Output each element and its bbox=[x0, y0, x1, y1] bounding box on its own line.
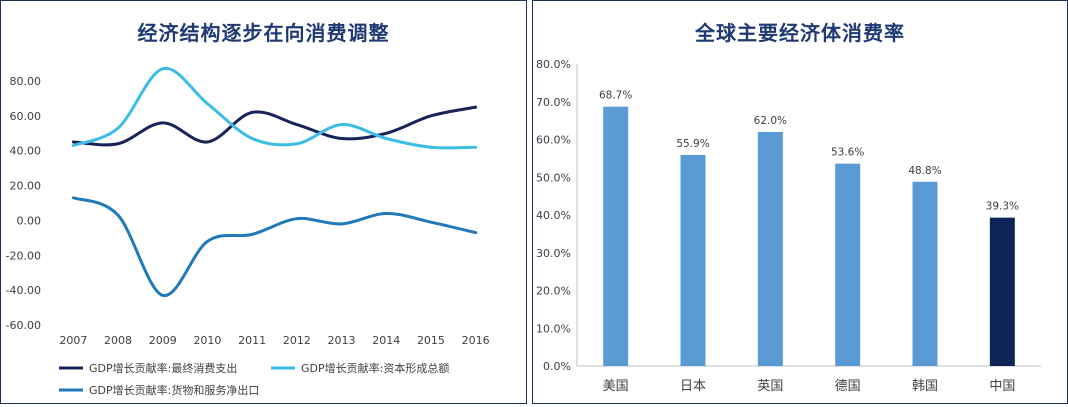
x-tick-label: 2010 bbox=[193, 334, 221, 347]
x-tick-label: 2009 bbox=[149, 334, 177, 347]
line-chart-title: 经济结构逐步在向消费调整 bbox=[137, 21, 390, 45]
x-tick-label: 2013 bbox=[328, 334, 356, 347]
y-tick-label: 40.0% bbox=[536, 209, 571, 222]
y-tick-label: 40.00 bbox=[10, 145, 42, 158]
legend-label: GDP增长贡献率:最终消费支出 bbox=[89, 361, 237, 375]
legend-item-2: GDP增长贡献率:资本形成总额 bbox=[271, 361, 449, 375]
data-label: 68.7% bbox=[599, 90, 632, 102]
legend-label: GDP增长贡献率:资本形成总额 bbox=[301, 361, 449, 375]
y-tick-label: 80.0% bbox=[536, 58, 571, 71]
x-tick-label: 2016 bbox=[462, 334, 490, 347]
y-tick-label: 10.0% bbox=[536, 322, 571, 335]
line-chart-panel: 经济结构逐步在向消费调整 80.00 60.00 40.00 20.00 0.00 -20… bbox=[0, 0, 527, 404]
category-label: 中国 bbox=[989, 379, 1015, 394]
series-line-3 bbox=[71, 196, 478, 297]
y-tick-label: -60.00 bbox=[6, 319, 41, 332]
legend-item-3: GDP增长贡献率:货物和服务净出口 bbox=[59, 383, 259, 397]
bar-chart-panel: 全球主要经济体消费率 80.0% 70.0% 60.0% 50.0% 40.0% 30.0… bbox=[532, 0, 1068, 404]
y-tick-label: 20.00 bbox=[10, 180, 42, 193]
category-label: 德国 bbox=[835, 379, 861, 394]
data-label: 55.9% bbox=[676, 138, 709, 150]
bar bbox=[757, 131, 783, 366]
bar-chart-title: 全球主要经济体消费率 bbox=[695, 21, 905, 45]
series-line-1 bbox=[71, 105, 478, 147]
bar bbox=[680, 154, 706, 366]
y-tick-label: 60.00 bbox=[10, 110, 42, 123]
y-tick-label: -40.00 bbox=[6, 284, 41, 297]
bar bbox=[912, 181, 938, 366]
bar-chart: 80.0% 70.0% 60.0% 50.0% 40.0% 30.0% 20.0% 10.0%… bbox=[536, 58, 1041, 394]
y-tick-label: 30.0% bbox=[536, 247, 571, 260]
data-label: 53.6% bbox=[831, 147, 864, 159]
y-tick-label: 70.0% bbox=[536, 96, 571, 109]
bar bbox=[835, 163, 861, 366]
y-tick-label: 0.0% bbox=[543, 360, 571, 373]
y-tick-label: 20.0% bbox=[536, 285, 571, 298]
category-label: 美国 bbox=[603, 379, 629, 394]
x-tick-label: 2011 bbox=[238, 334, 266, 347]
category-label: 日本 bbox=[680, 379, 706, 394]
x-tick-label: 2014 bbox=[372, 334, 400, 347]
y-tick-label: 80.00 bbox=[10, 75, 42, 88]
y-tick-label: -20.00 bbox=[6, 249, 41, 262]
y-tick-label: 0.00 bbox=[17, 214, 42, 227]
legend-label: GDP增长贡献率:货物和服务净出口 bbox=[89, 383, 259, 397]
data-label: 39.3% bbox=[986, 201, 1019, 213]
x-tick-label: 2008 bbox=[104, 334, 132, 347]
line-chart: 80.00 60.00 40.00 20.00 0.00 -20.00 -40.00 -60.… bbox=[6, 67, 490, 397]
bar bbox=[603, 106, 629, 366]
category-label: 英国 bbox=[757, 379, 783, 394]
y-tick-label: 60.0% bbox=[536, 134, 571, 147]
bar bbox=[989, 217, 1015, 366]
series-line-2 bbox=[71, 67, 478, 150]
legend-item-1: GDP增长贡献率:最终消费支出 bbox=[59, 361, 237, 375]
data-label: 48.8% bbox=[908, 165, 941, 177]
category-label: 韩国 bbox=[912, 379, 938, 394]
y-tick-label: 50.0% bbox=[536, 171, 571, 184]
x-tick-label: 2007 bbox=[59, 334, 87, 347]
x-tick-label: 2015 bbox=[417, 334, 445, 347]
x-tick-label: 2012 bbox=[283, 334, 311, 347]
data-label: 62.0% bbox=[754, 115, 787, 127]
